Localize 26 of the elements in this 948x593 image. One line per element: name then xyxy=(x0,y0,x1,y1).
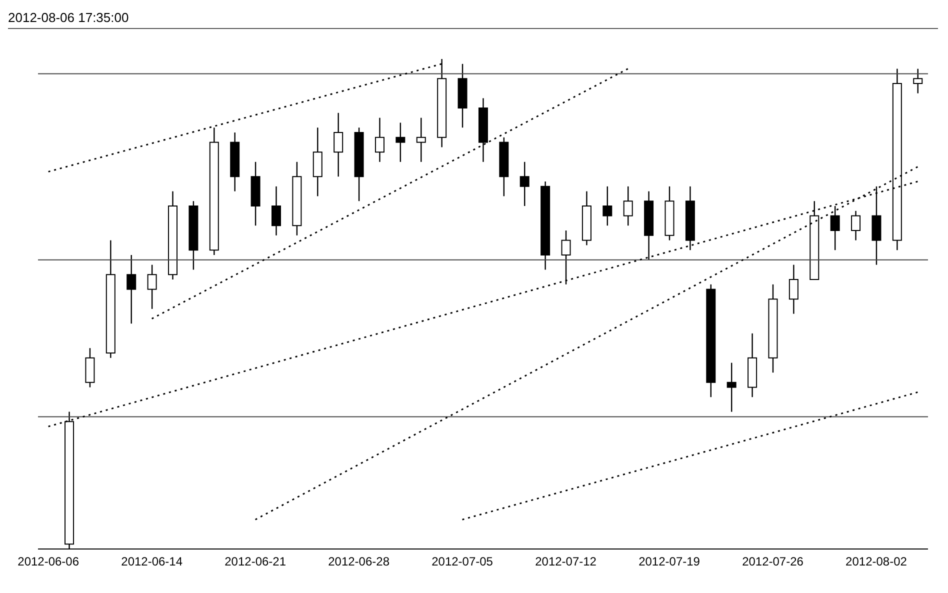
chart-title: 2012-08-06 17:35:00 xyxy=(8,8,938,29)
x-tick-label: 2012-06-06 xyxy=(18,554,80,569)
candlestick xyxy=(396,122,406,162)
candlestick xyxy=(602,186,612,226)
candlestick xyxy=(851,210,861,241)
x-tick-label: 2012-06-21 xyxy=(224,554,286,569)
candlestick xyxy=(726,362,736,412)
x-tick-label: 2012-06-28 xyxy=(328,554,390,569)
x-tick-label: 2012-07-05 xyxy=(432,554,494,569)
candlestick xyxy=(830,205,840,251)
candlestick xyxy=(623,186,633,226)
x-tick-label: 2012-07-12 xyxy=(535,554,597,569)
candlestick xyxy=(374,117,384,162)
x-tick-label: 2012-06-14 xyxy=(121,554,183,569)
candlestick xyxy=(913,68,923,94)
candlestick xyxy=(788,264,798,314)
candlestick xyxy=(520,161,530,207)
x-tick-label: 2012-07-19 xyxy=(638,554,700,569)
candlestick xyxy=(147,264,157,310)
candlestick xyxy=(416,117,426,162)
x-tick-label: 2012-08-02 xyxy=(846,554,908,569)
candlestick xyxy=(126,254,136,324)
candlestick xyxy=(334,112,344,178)
candlestick xyxy=(561,230,571,285)
candlestick xyxy=(271,186,281,236)
x-tick-label: 2012-07-26 xyxy=(742,554,804,569)
